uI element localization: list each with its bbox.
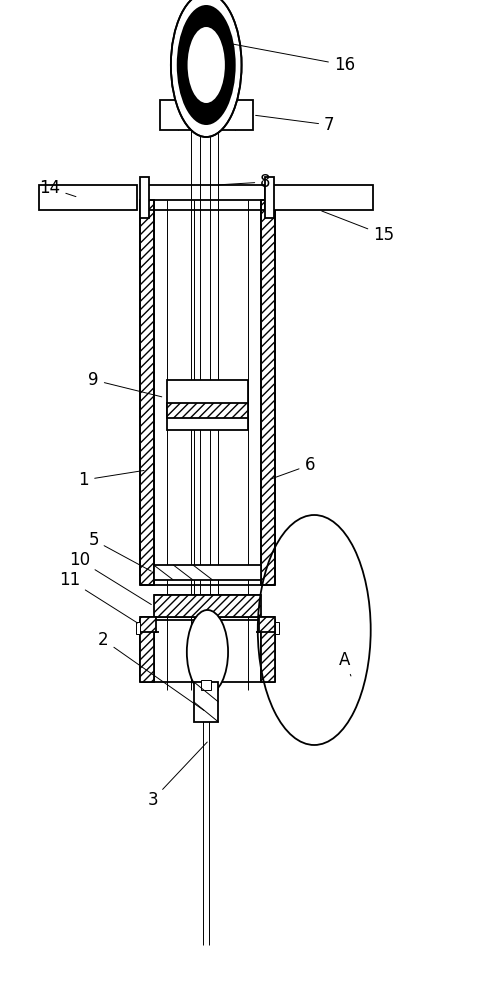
Bar [39,185,137,210]
Bar [140,177,149,218]
Text: 2: 2 [98,631,204,710]
Text: 1: 1 [79,470,144,489]
Text: 10: 10 [69,551,151,605]
Circle shape [187,610,228,694]
Bar [265,177,274,218]
Bar [275,622,279,634]
Bar [154,595,261,617]
Text: 5: 5 [88,531,151,571]
Bar [259,617,275,632]
Bar [167,403,248,418]
Circle shape [177,5,236,125]
Bar [201,680,211,690]
Text: 16: 16 [232,44,355,74]
Bar [136,622,140,634]
Bar [140,620,154,682]
Bar [167,380,248,430]
Text: 14: 14 [39,179,76,197]
Bar [261,620,275,682]
Circle shape [188,27,225,103]
Circle shape [171,0,242,137]
Bar [140,617,156,632]
Bar [140,200,154,585]
Text: 9: 9 [88,371,162,397]
Bar [154,565,261,580]
Text: 6: 6 [271,456,315,479]
Text: 3: 3 [147,742,207,809]
Text: 11: 11 [59,571,137,623]
Text: A: A [339,651,351,676]
Text: 7: 7 [256,115,334,134]
Bar [261,200,275,585]
Bar [194,682,218,722]
Bar [265,185,373,210]
Text: 15: 15 [322,211,394,244]
Bar [160,100,253,130]
Text: 8: 8 [219,173,271,191]
